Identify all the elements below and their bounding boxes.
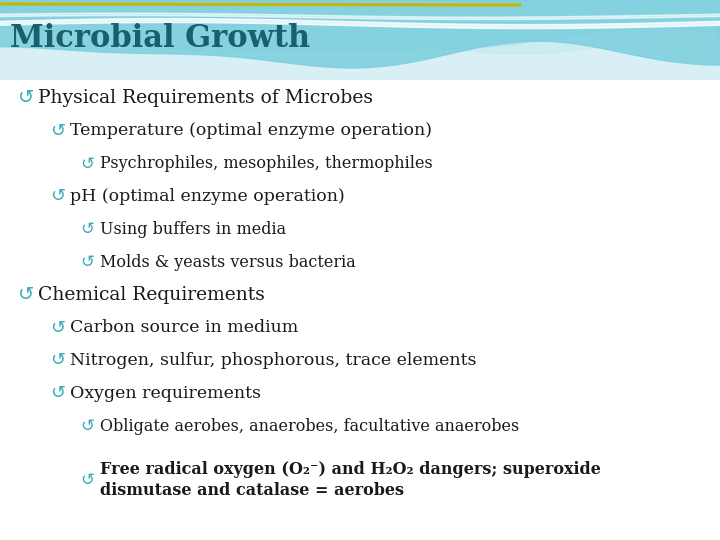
Text: ↺: ↺: [80, 154, 94, 173]
Bar: [0, 80, 720, 540]
Text: Microbial Growth: Microbial Growth: [10, 23, 310, 54]
Text: ↺: ↺: [50, 352, 65, 369]
Text: ↺: ↺: [50, 122, 65, 140]
Text: Nitrogen, sulfur, phosphorous, trace elements: Nitrogen, sulfur, phosphorous, trace ele…: [70, 352, 477, 369]
Text: Obligate aerobes, anaerobes, facultative anaerobes: Obligate aerobes, anaerobes, facultative…: [100, 417, 519, 435]
Text: Molds & yeasts versus bacteria: Molds & yeasts versus bacteria: [100, 254, 356, 271]
Text: Free radical oxygen (O₂⁻) and H₂O₂ dangers; superoxide
dismutase and catalase = : Free radical oxygen (O₂⁻) and H₂O₂ dange…: [100, 461, 601, 498]
Text: Carbon source in medium: Carbon source in medium: [70, 319, 298, 336]
Text: Oxygen requirements: Oxygen requirements: [70, 385, 261, 402]
Text: Chemical Requirements: Chemical Requirements: [38, 286, 265, 304]
Text: Using buffers in media: Using buffers in media: [100, 221, 286, 238]
Text: Psychrophiles, mesophiles, thermophiles: Psychrophiles, mesophiles, thermophiles: [100, 155, 433, 172]
Text: ↺: ↺: [50, 384, 65, 402]
Text: ↺: ↺: [18, 89, 35, 107]
Text: ↺: ↺: [18, 285, 35, 305]
Text: pH (optimal enzyme operation): pH (optimal enzyme operation): [70, 188, 345, 205]
Text: ↺: ↺: [80, 417, 94, 435]
Text: ↺: ↺: [80, 470, 94, 489]
Text: Physical Requirements of Microbes: Physical Requirements of Microbes: [38, 89, 373, 107]
Text: ↺: ↺: [50, 319, 65, 336]
Text: ↺: ↺: [80, 253, 94, 271]
Text: ↺: ↺: [50, 187, 65, 205]
Text: Temperature (optimal enzyme operation): Temperature (optimal enzyme operation): [70, 123, 432, 139]
Text: ↺: ↺: [80, 220, 94, 238]
Bar: [0, 0, 720, 80]
